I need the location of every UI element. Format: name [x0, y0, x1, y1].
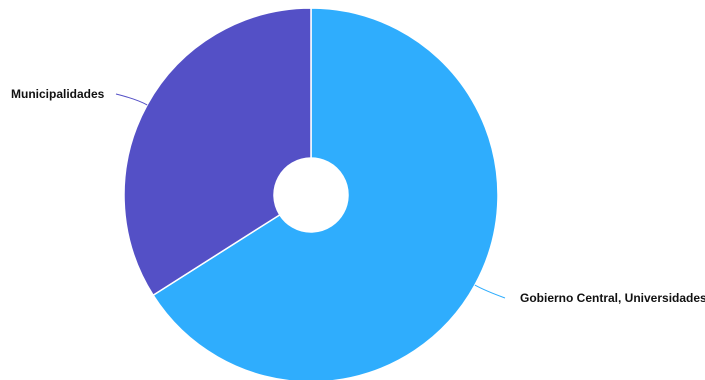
leader-line	[475, 285, 505, 298]
slice-label: Gobierno Central, Universidades	[520, 291, 705, 305]
slice-label: Municipalidades	[11, 87, 105, 101]
leader-line	[116, 94, 147, 105]
slices-group	[124, 8, 498, 380]
